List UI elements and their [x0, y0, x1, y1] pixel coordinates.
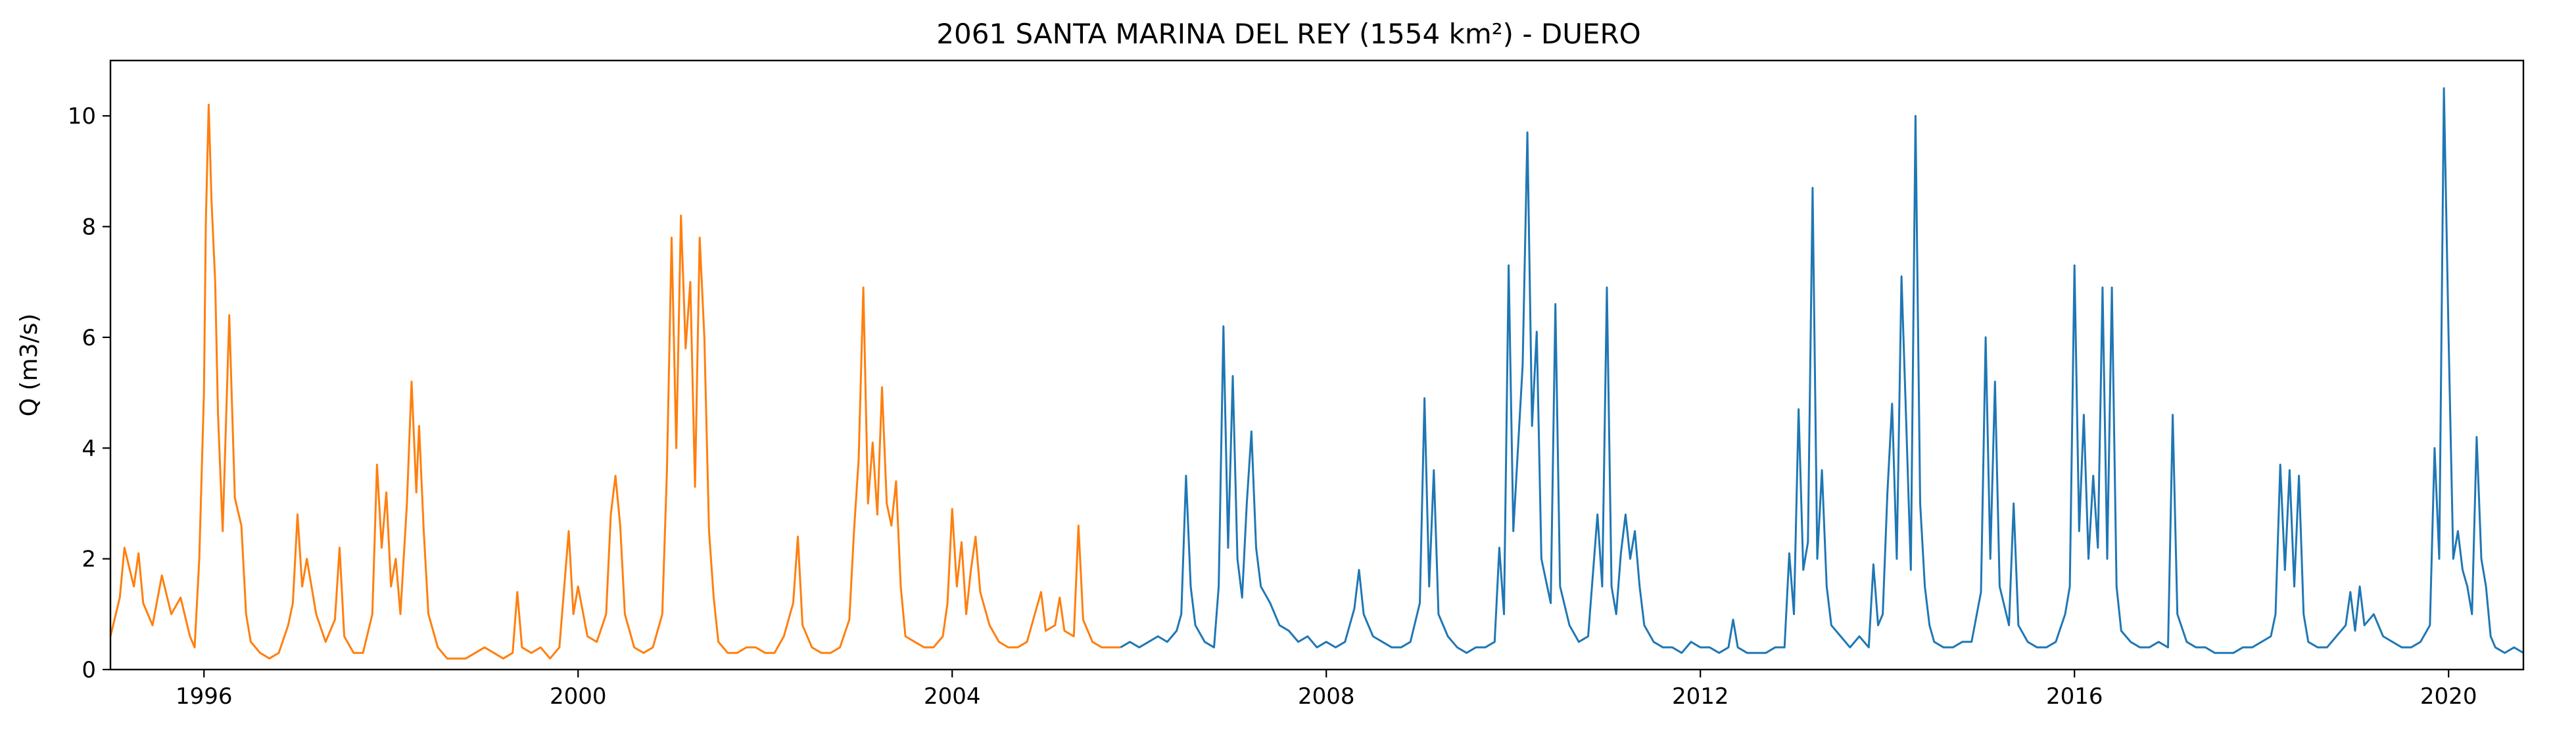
x-tick-label: 1996 — [176, 683, 233, 710]
x-tick-label: 2000 — [550, 683, 607, 710]
x-tick-label: 2016 — [2046, 683, 2103, 710]
series-line-1 — [109, 103, 1121, 660]
y-axis-label: Q (m3/s) — [16, 314, 43, 417]
y-tick-label: 8 — [82, 214, 96, 241]
x-tick-label: 2008 — [1298, 683, 1355, 710]
series-line-2 — [1120, 87, 2524, 654]
plot-area-frame — [109, 59, 2525, 671]
y-tick-label: 10 — [68, 103, 96, 130]
x-tick-label: 2020 — [2420, 683, 2477, 710]
y-tick-label: 6 — [82, 325, 96, 351]
chart-title: 2061 SANTA MARINA DEL REY (1554 km²) - D… — [936, 18, 1641, 50]
x-tick-label: 2012 — [1672, 683, 1729, 710]
y-tick-label: 2 — [82, 547, 96, 573]
x-tick-label: 2004 — [924, 683, 981, 710]
series-layer — [109, 87, 2524, 660]
y-tick-label: 0 — [82, 657, 96, 683]
y-axis-ticks: 0 2 4 6 8 10 — [68, 103, 110, 683]
y-tick-label: 4 — [82, 435, 96, 462]
x-axis-ticks: 1996 2000 2004 2008 2012 2016 2020 — [176, 670, 2477, 710]
